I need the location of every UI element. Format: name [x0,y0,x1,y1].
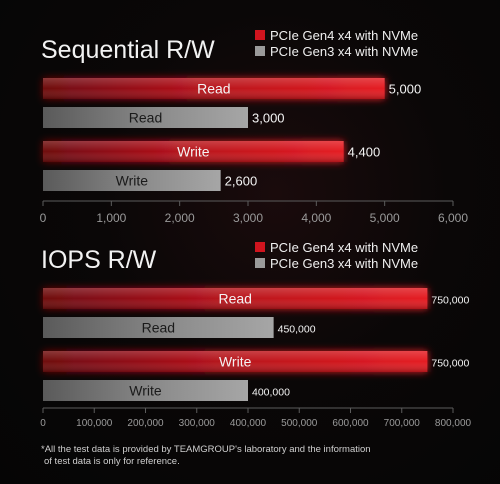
chart-title: Sequential R/W [41,36,215,64]
x-tick-label: 6,000 [438,211,468,225]
x-tick-label: 4,000 [301,211,331,225]
x-tick-label: 300,000 [179,418,216,429]
bar-gen4-shade [43,141,344,162]
x-tick-label: 0 [40,418,46,429]
footnote-line-1: *All the test data is provided by TEAMGR… [41,444,371,455]
data-label: 750,000 [431,295,469,307]
legend-label-gen4: PCIe Gen4 x4 with NVMe [270,240,418,255]
data-label: 5,000 [389,82,422,97]
bar-label: Write [219,354,252,370]
x-tick-label: 400,000 [230,418,267,429]
x-tick-label: 2,000 [165,211,195,225]
bar-gen4-shade [43,78,385,99]
x-tick-label: 100,000 [76,418,113,429]
legend-swatch-gen3 [255,46,265,56]
chart-title: IOPS R/W [41,246,157,274]
data-label: 4,400 [348,145,381,160]
data-label: 450,000 [278,324,316,336]
legend-label-gen3: PCIe Gen3 x4 with NVMe [270,256,418,271]
x-tick-label: 1,000 [96,211,126,225]
x-tick-label: 700,000 [384,418,421,429]
bar-gen3 [43,317,274,338]
bar-gen3 [43,380,248,401]
legend-label-gen4: PCIe Gen4 x4 with NVMe [270,28,418,43]
bar-label: Read [218,291,251,307]
legend-label-gen3: PCIe Gen3 x4 with NVMe [270,44,418,59]
legend-swatch-gen4 [255,30,265,40]
bar-label: Write [116,173,149,189]
footnote: *All the test data is provided by TEAMGR… [41,444,471,468]
x-tick-label: 0 [40,211,47,225]
x-tick-label: 800,000 [435,418,472,429]
x-tick-label: 200,000 [127,418,164,429]
bar-gen3 [43,107,248,128]
bar-gen3 [43,170,221,191]
bar-label: Write [177,144,210,160]
x-tick-label: 500,000 [281,418,318,429]
x-tick-label: 5,000 [370,211,400,225]
x-tick-label: 3,000 [233,211,263,225]
data-label: 2,600 [225,174,258,189]
x-tick-label: 600,000 [332,418,369,429]
legend-swatch-gen3 [255,258,265,268]
bar-gen4-shade [43,288,428,309]
bar-label: Write [129,383,162,399]
data-label: 750,000 [431,358,469,370]
data-label: 400,000 [252,387,290,399]
bar-label: Read [129,110,162,126]
bar-gen4-shade [43,351,428,372]
legend-swatch-gen4 [255,242,265,252]
bar-label: Read [142,320,175,336]
bar-label: Read [197,81,230,97]
data-label: 3,000 [252,111,285,126]
footnote-line-2: of test data is only for reference. [44,456,180,467]
